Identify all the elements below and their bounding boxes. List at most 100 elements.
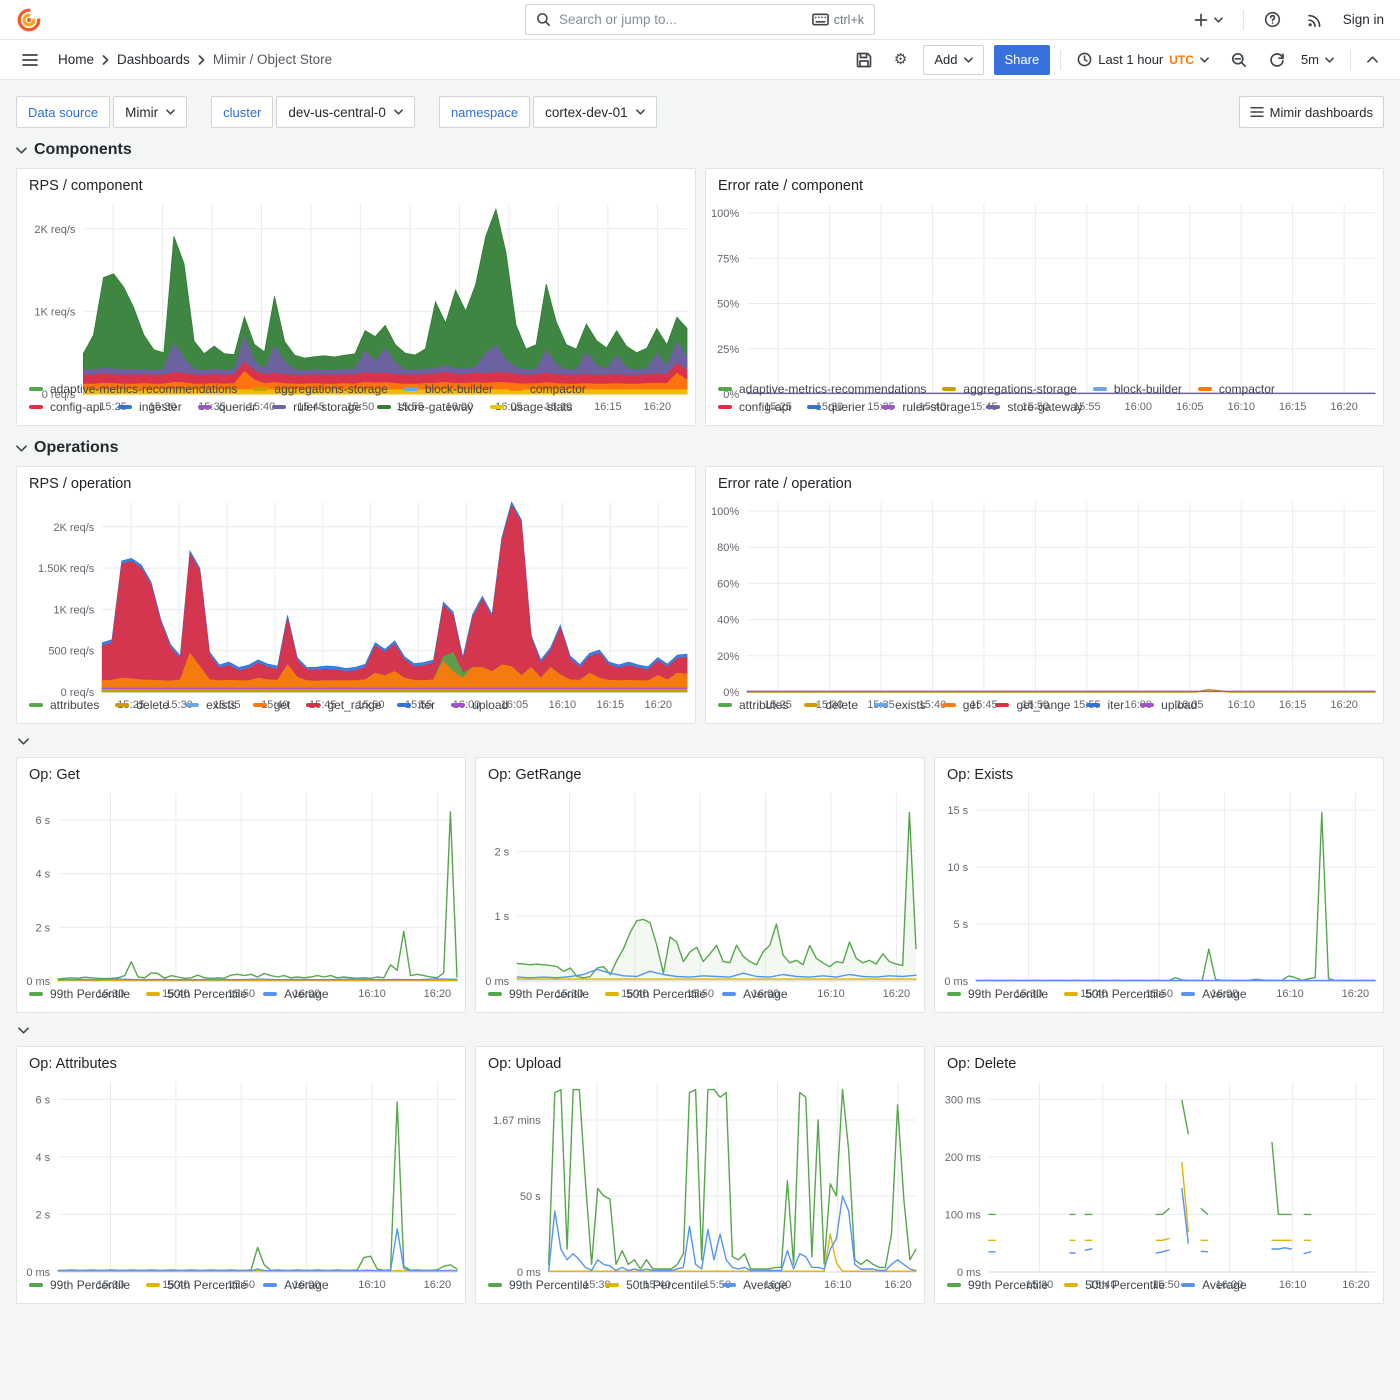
chart-op-get[interactable]: 15:3015:4015:5016:0016:1016:206 s4 s2 s0… [17,785,465,985]
legend-item-config-api[interactable]: config-api [718,400,791,414]
chart-op-attributes[interactable]: 15:3015:4015:5016:0016:1016:206 s4 s2 s0… [17,1074,465,1276]
legend-item-exists[interactable]: exists [185,698,237,712]
legend-item-delete[interactable]: delete [115,698,169,712]
panel-title[interactable]: RPS / operation [17,467,695,494]
legend-item-usage-stats[interactable]: usage-stats [490,400,573,414]
legend-item-delete[interactable]: delete [804,698,858,712]
legend-item-get_range[interactable]: get_range [306,698,381,712]
legend-item-querier[interactable]: querier [198,400,256,414]
collapse-controls-button[interactable] [1361,51,1384,68]
legend-item-Average[interactable]: Average [722,1278,787,1292]
panel-title[interactable]: Op: Get [17,758,465,785]
chart-error-rate-component[interactable]: 15:2515:3015:3515:4015:4515:5015:5516:00… [706,196,1383,380]
legend-item-ruler-storage[interactable]: ruler-storage [272,400,361,414]
share-button[interactable]: Share [994,45,1051,75]
legend-item-99th Percentile[interactable]: 99th Percentile [488,1278,589,1292]
collapsed-row-toggle[interactable] [18,1027,1384,1034]
dashboard-settings-button[interactable]: ⚙ [888,47,913,72]
legend-item-Average[interactable]: Average [1181,987,1246,1001]
legend-item-99th Percentile[interactable]: 99th Percentile [29,987,130,1001]
legend-item-attributes[interactable]: attributes [29,698,99,712]
breadcrumb-dashboards[interactable]: Dashboards [117,52,190,67]
refresh-interval-picker[interactable]: 5m [1295,47,1340,72]
legend-item-50th Percentile[interactable]: 50th Percentile [1064,987,1165,1001]
legend-item-block-builder[interactable]: block-builder [1093,382,1182,396]
timezone-label: UTC [1169,53,1194,67]
help-button[interactable] [1258,6,1287,33]
legend-item-50th Percentile[interactable]: 50th Percentile [146,1278,247,1292]
legend-item-iter[interactable]: iter [1086,698,1124,712]
legend-item-Average[interactable]: Average [722,987,787,1001]
legend-item-get[interactable]: get [253,698,291,712]
chart-error-rate-operation[interactable]: 15:2515:3015:3515:4015:4515:5015:5516:00… [706,494,1383,696]
legend-item-aggregations-storage[interactable]: aggregations-storage [253,382,387,396]
sign-in-link[interactable]: Sign in [1343,12,1384,27]
panel-title[interactable]: Op: GetRange [476,758,924,785]
namespace-select[interactable]: cortex-dev-01 [533,96,657,128]
legend-item-block-builder[interactable]: block-builder [404,382,493,396]
add-new-button[interactable] [1188,8,1229,32]
datasource-select[interactable]: Mimir [113,96,187,128]
news-button[interactable] [1301,7,1329,33]
legend-item-get[interactable]: get [942,698,980,712]
zoom-out-button[interactable] [1225,47,1253,73]
legend-rps-component: adaptive-metrics-recommendations aggregat… [17,380,695,425]
legend-item-ingester[interactable]: ingester [118,400,182,414]
legend-item-99th Percentile[interactable]: 99th Percentile [29,1278,130,1292]
time-range-picker[interactable]: Last 1 hour UTC [1071,47,1215,72]
legend-item-Average[interactable]: Average [263,1278,328,1292]
chart-op-delete[interactable]: 15:3015:4015:5016:0016:1016:20300 ms200 … [935,1074,1383,1276]
save-dashboard-button[interactable] [850,47,878,73]
legend-item-upload[interactable]: upload [451,698,508,712]
mega-menu-button[interactable] [16,48,44,72]
breadcrumb-home[interactable]: Home [58,52,94,67]
panel-title[interactable]: Op: Attributes [17,1047,465,1074]
chart-op-exists[interactable]: 15:3015:4015:5016:0016:1016:2015 s10 s5 … [935,785,1383,985]
chart-op-upload[interactable]: 15:3015:4015:5016:0016:1016:201.67 mins5… [476,1074,924,1276]
legend-item-50th Percentile[interactable]: 50th Percentile [1064,1278,1165,1292]
legend-item-exists[interactable]: exists [874,698,926,712]
legend-item-attributes[interactable]: attributes [718,698,788,712]
chart-rps-component[interactable]: 15:2515:3015:3515:4015:4515:5015:5516:00… [17,196,695,380]
chart-op-getrange[interactable]: 15:3015:4015:5016:0016:1016:202 s1 s0 ms [476,785,924,985]
legend-item-99th Percentile[interactable]: 99th Percentile [947,1278,1048,1292]
search-bar[interactable]: ctrl+k [525,4,875,35]
legend-item-compactor[interactable]: compactor [1198,382,1275,396]
legend-item-99th Percentile[interactable]: 99th Percentile [947,987,1048,1001]
legend-item-store-gateway[interactable]: store-gateway [377,400,473,414]
search-input[interactable] [559,12,804,27]
panel-title[interactable]: Op: Exists [935,758,1383,785]
collapsed-row-toggle[interactable] [18,738,1384,745]
legend-item-iter[interactable]: iter [397,698,435,712]
legend-item-adaptive-metrics-recommendations[interactable]: adaptive-metrics-recommendations [718,382,926,396]
legend-item-50th Percentile[interactable]: 50th Percentile [146,987,247,1001]
legend-item-store-gateway[interactable]: store-gateway [986,400,1082,414]
panel-title[interactable]: Op: Upload [476,1047,924,1074]
legend-item-aggregations-storage[interactable]: aggregations-storage [942,382,1076,396]
legend-item-99th Percentile[interactable]: 99th Percentile [488,987,589,1001]
legend-item-get_range[interactable]: get_range [995,698,1070,712]
legend-item-Average[interactable]: Average [263,987,328,1001]
legend-item-50th Percentile[interactable]: 50th Percentile [605,1278,706,1292]
grafana-logo-icon[interactable] [16,7,42,33]
row-operations[interactable]: Operations [16,439,1384,457]
panel-title[interactable]: Op: Delete [935,1047,1383,1074]
legend-item-compactor[interactable]: compactor [509,382,586,396]
legend-item-querier[interactable]: querier [807,400,865,414]
refresh-button[interactable] [1263,47,1291,73]
legend-item-adaptive-metrics-recommendations[interactable]: adaptive-metrics-recommendations [29,382,237,396]
legend-item-ruler-storage[interactable]: ruler-storage [881,400,970,414]
legend-label: Average [1202,1278,1246,1292]
cluster-select[interactable]: dev-us-central-0 [276,96,415,128]
legend-item-Average[interactable]: Average [1181,1278,1246,1292]
legend-item-config-api[interactable]: config-api [29,400,102,414]
add-panel-button[interactable]: Add [923,45,983,75]
chart-rps-operation[interactable]: 15:2515:3015:3515:4015:4515:5015:5516:00… [17,494,695,696]
panel-title[interactable]: Error rate / operation [706,467,1383,494]
legend-item-50th Percentile[interactable]: 50th Percentile [605,987,706,1001]
mimir-dashboards-button[interactable]: Mimir dashboards [1239,96,1384,128]
legend-item-upload[interactable]: upload [1140,698,1197,712]
panel-title[interactable]: Error rate / component [706,169,1383,196]
row-components[interactable]: Components [16,141,1384,159]
panel-title[interactable]: RPS / component [17,169,695,196]
